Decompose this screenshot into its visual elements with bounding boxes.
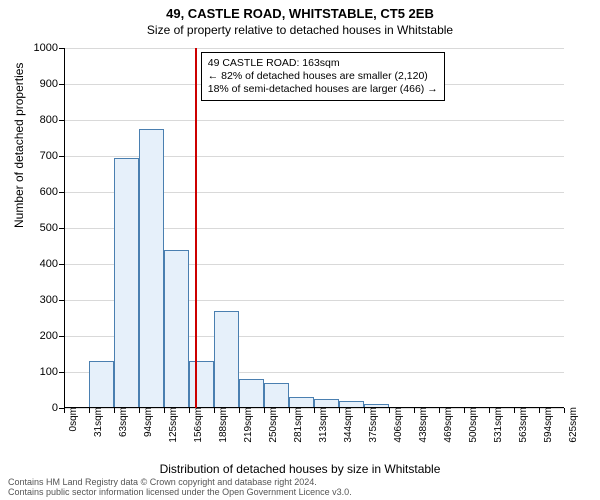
x-tick-mark [339, 408, 340, 413]
page-title-address: 49, CASTLE ROAD, WHITSTABLE, CT5 2EB [0, 0, 600, 21]
x-tick-label: 531sqm [493, 407, 504, 443]
annotation-line1: 49 CASTLE ROAD: 163sqm [208, 57, 438, 70]
x-tick-mark [289, 408, 290, 413]
x-tick-mark [239, 408, 240, 413]
property-marker-line [195, 48, 197, 408]
histogram-bar [189, 361, 214, 408]
x-tick-mark [539, 408, 540, 413]
x-axis-label: Distribution of detached houses by size … [0, 462, 600, 476]
x-tick-label: 406sqm [393, 407, 404, 443]
y-tick-label: 800 [28, 114, 58, 126]
histogram-bar [139, 129, 164, 408]
x-tick-label: 625sqm [568, 407, 579, 443]
y-tick-label: 0 [28, 402, 58, 414]
x-tick-mark [464, 408, 465, 413]
x-tick-label: 375sqm [368, 407, 379, 443]
annotation-line2: ← 82% of detached houses are smaller (2,… [208, 70, 438, 83]
y-tick-label: 900 [28, 78, 58, 90]
gridline [64, 48, 564, 49]
footer-line2: Contains public sector information licen… [8, 488, 352, 498]
gridline [64, 120, 564, 121]
x-tick-label: 31sqm [93, 407, 104, 437]
histogram-bar [114, 158, 139, 408]
histogram-bar [264, 383, 289, 408]
x-tick-mark [364, 408, 365, 413]
x-tick-label: 438sqm [418, 407, 429, 443]
x-tick-label: 563sqm [518, 407, 529, 443]
y-tick-label: 100 [28, 366, 58, 378]
x-tick-label: 219sqm [243, 407, 254, 443]
y-tick-label: 500 [28, 222, 58, 234]
y-axis-label: Number of detached properties [12, 63, 26, 228]
x-tick-mark [514, 408, 515, 413]
x-tick-label: 94sqm [143, 407, 154, 437]
x-tick-label: 594sqm [543, 407, 554, 443]
annotation-line3: 18% of semi-detached houses are larger (… [208, 83, 438, 96]
x-tick-label: 500sqm [468, 407, 479, 443]
footer-attribution: Contains HM Land Registry data © Crown c… [8, 478, 352, 498]
x-tick-label: 250sqm [268, 407, 279, 443]
x-tick-mark [414, 408, 415, 413]
x-tick-mark [389, 408, 390, 413]
x-tick-mark [139, 408, 140, 413]
x-tick-mark [64, 408, 65, 413]
y-axis-line [64, 48, 65, 408]
x-tick-label: 469sqm [443, 407, 454, 443]
x-tick-mark [189, 408, 190, 413]
x-tick-mark [89, 408, 90, 413]
histogram-bar [164, 250, 189, 408]
y-tick-label: 300 [28, 294, 58, 306]
x-tick-mark [439, 408, 440, 413]
y-tick-label: 400 [28, 258, 58, 270]
x-tick-mark [164, 408, 165, 413]
histogram-bar [214, 311, 239, 408]
y-tick-label: 700 [28, 150, 58, 162]
x-tick-mark [264, 408, 265, 413]
histogram-chart: 010020030040050060070080090010000sqm31sq… [64, 48, 564, 408]
y-tick-label: 200 [28, 330, 58, 342]
x-tick-label: 344sqm [343, 407, 354, 443]
x-tick-label: 0sqm [68, 407, 79, 431]
x-tick-label: 156sqm [193, 407, 204, 443]
x-tick-mark [564, 408, 565, 413]
y-tick-label: 600 [28, 186, 58, 198]
x-tick-label: 125sqm [168, 407, 179, 443]
histogram-bar [89, 361, 114, 408]
x-tick-label: 281sqm [293, 407, 304, 443]
x-tick-label: 188sqm [218, 407, 229, 443]
x-tick-mark [114, 408, 115, 413]
annotation-box: 49 CASTLE ROAD: 163sqm← 82% of detached … [201, 52, 445, 101]
x-tick-label: 63sqm [118, 407, 129, 437]
x-tick-mark [314, 408, 315, 413]
page-title-subtitle: Size of property relative to detached ho… [0, 21, 600, 37]
x-axis-line [64, 407, 564, 408]
x-tick-mark [214, 408, 215, 413]
y-tick-label: 1000 [28, 42, 58, 54]
x-tick-label: 313sqm [318, 407, 329, 443]
x-tick-mark [489, 408, 490, 413]
histogram-bar [239, 379, 264, 408]
